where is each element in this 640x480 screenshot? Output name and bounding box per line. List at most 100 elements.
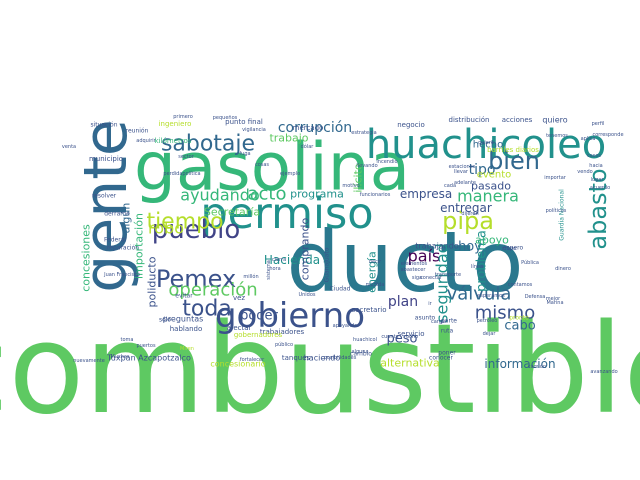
cloud-word-ir: ir xyxy=(428,301,432,307)
cloud-word-defensa: Defensa xyxy=(525,294,546,300)
cloud-word-vez: vez xyxy=(233,294,245,302)
cloud-word-ciudad: Ciudad xyxy=(330,286,351,293)
cloud-word-acuerdo: acuerdo xyxy=(590,185,610,191)
cloud-word-puertos: puertos xyxy=(136,343,155,349)
cloud-word-importar: importar xyxy=(544,175,567,181)
cloud-word-operacion: operación xyxy=(168,280,257,301)
cloud-word-secretario: secretario xyxy=(352,306,387,314)
cloud-word-ilicito: ilícito xyxy=(352,163,365,193)
cloud-word-huachicol: huachicol xyxy=(353,337,377,343)
cloud-word-lugar: lugar xyxy=(591,177,605,183)
cloud-word-distribucion: distribución xyxy=(449,116,490,124)
cloud-word-trabajo: trabajo xyxy=(269,132,308,145)
cloud-word-incendio: incendio xyxy=(376,159,397,165)
cloud-word-hablando: hablando xyxy=(170,325,203,333)
cloud-word-venta: venta xyxy=(62,144,76,150)
cloud-word-pronto: pronto xyxy=(509,315,529,322)
cloud-word-comprando: comprando xyxy=(299,218,312,281)
cloud-word-publica: Pública xyxy=(521,259,539,266)
cloud-word-quiero: quiero xyxy=(542,116,567,125)
cloud-word-seguridad: seguridad xyxy=(433,243,452,323)
cloud-word-poliducto: poliducto xyxy=(146,256,159,307)
cloud-word-mejor: mejor xyxy=(546,296,561,302)
cloud-word-permiso: permiso xyxy=(200,189,373,239)
cloud-word-federal: Federal xyxy=(104,237,126,244)
cloud-word-tenemos: tenemos xyxy=(546,133,568,139)
cloud-word-peso: peso xyxy=(387,332,418,347)
cloud-word-perfil: perfil xyxy=(592,121,605,127)
cloud-word-transporte: transporte xyxy=(435,272,461,278)
cloud-word-ingeniero: ingeniero xyxy=(159,120,192,128)
cloud-word-servicio: servicio xyxy=(398,330,425,338)
cloud-word-entregar: entregar xyxy=(440,201,492,215)
cloud-word-concesiones: concesiones xyxy=(80,224,93,292)
cloud-word-apoyo: apoyo xyxy=(475,234,509,247)
cloud-word-aplica: aplica xyxy=(581,136,596,142)
cloud-word-publico: público xyxy=(275,341,293,348)
cloud-word-guardia-nacional: Guardia Nacional xyxy=(559,189,566,241)
cloud-word-gente: gente xyxy=(71,119,141,292)
cloud-word-combustible: combustible xyxy=(0,298,640,442)
cloud-word-importacion: importación xyxy=(133,213,146,279)
cloud-word-gasolina: gasolina xyxy=(134,129,410,206)
cloud-word-cambio: cambio xyxy=(350,351,372,358)
cloud-word-avanzando: avanzando xyxy=(590,369,617,375)
cloud-word-tanques: tanques xyxy=(282,354,311,362)
cloud-word-adquirir: adquirir xyxy=(136,138,156,144)
cloud-word-haciendo: haciendo xyxy=(304,354,341,363)
cloud-word-asunto: asunto xyxy=(415,315,436,322)
cloud-word-kilometros: kilómetros xyxy=(155,137,192,145)
cloud-word-pais: país xyxy=(408,247,441,266)
cloud-word-cuenta: cuenta xyxy=(381,334,398,340)
cloud-word-alguna: alguna xyxy=(351,349,368,355)
cloud-word-decir: decir xyxy=(369,259,382,265)
cloud-word-dolar: dólar xyxy=(301,143,315,150)
cloud-word-casos: casos xyxy=(587,153,601,159)
cloud-word-tipo: tipo xyxy=(469,162,496,178)
cloud-word-estrategia: estrategia xyxy=(351,130,376,136)
cloud-word-pequenos: pequeños xyxy=(213,115,238,121)
cloud-word-pueblo: pueblo xyxy=(152,215,241,245)
cloud-word-tuxpan-azcapotzalco: Tuxpan Azcapotzalco xyxy=(106,354,191,363)
cloud-word-poder: poder xyxy=(240,309,278,324)
cloud-word-millon: millón xyxy=(243,273,258,280)
cloud-word-cierra: cierra xyxy=(272,257,286,263)
cloud-word-energia: energía xyxy=(366,251,379,293)
cloud-word-programa: programa xyxy=(290,188,344,201)
cloud-word-hacia: hacia xyxy=(589,163,602,169)
cloud-word-problema: problema xyxy=(475,230,490,292)
cloud-word-huachicoleo: huachicoleo xyxy=(366,122,606,168)
cloud-word-guanajuato: Guanajuato xyxy=(324,247,331,282)
cloud-word-ejemplo: ejemplo xyxy=(280,171,300,177)
cloud-word-afectar: afectar xyxy=(227,324,252,332)
cloud-word-conectar: conectar xyxy=(420,275,443,281)
cloud-word-acto: acto xyxy=(248,184,287,205)
cloud-word-derrame: derrame xyxy=(104,211,130,218)
cloud-word-crudo: crudo xyxy=(502,246,516,252)
cloud-word-hecho: hecho xyxy=(473,140,503,151)
cloud-word-mismo: mismo xyxy=(475,303,535,324)
cloud-word-reunion: reunión xyxy=(126,128,149,135)
cloud-word-cabo: cabo xyxy=(504,319,535,334)
cloud-word-nuevamente: nuevamente xyxy=(73,358,105,364)
cloud-word-vigilancia: vigilancia xyxy=(242,127,266,133)
cloud-word-situacion: situación xyxy=(90,122,117,129)
cloud-word-sabotaje: sabotaje xyxy=(161,132,255,157)
cloud-word-solo: sólo xyxy=(159,317,171,324)
cloud-word-toda: toda xyxy=(182,297,232,322)
cloud-word-motivo: motivo xyxy=(342,183,359,189)
cloud-word-ducto: ducto xyxy=(286,213,523,311)
cloud-word-pasado: pasado xyxy=(471,180,511,193)
cloud-word-secretaria: Secretaría xyxy=(204,206,260,219)
cloud-word-marina: Marina xyxy=(546,300,563,306)
cloud-word-sistema: sistema xyxy=(266,260,272,280)
cloud-word-plan: plan xyxy=(388,294,418,310)
cloud-word-llevando: llevando xyxy=(356,163,377,169)
cloud-word-negocio: negocio xyxy=(397,121,425,129)
cloud-word-cargar: cargar xyxy=(431,319,448,325)
cloud-word-conocer: conocer xyxy=(429,355,453,362)
cloud-word-poner: poner xyxy=(438,350,456,357)
cloud-word-gobierno: gobierno xyxy=(215,296,365,336)
cloud-word-fuga: fuga xyxy=(239,151,250,157)
